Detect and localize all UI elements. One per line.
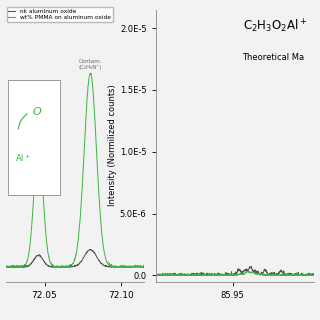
Y-axis label: Intensity (Normilized counts): Intensity (Normilized counts) xyxy=(108,85,117,206)
Text: Contam.
(C₂H₂O⁺): Contam. (C₂H₂O⁺) xyxy=(27,130,50,141)
Text: C$_2$H$_3$O$_2$Al$^+$: C$_2$H$_3$O$_2$Al$^+$ xyxy=(243,18,307,35)
Text: Contam.
(C₂H₆N⁺): Contam. (C₂H₆N⁺) xyxy=(79,59,102,70)
Text: Theoretical Ma: Theoretical Ma xyxy=(243,53,305,62)
Legend: nk aluminum oxide, wt% PMMA on aluminum oxide: nk aluminum oxide, wt% PMMA on aluminum … xyxy=(7,7,113,22)
